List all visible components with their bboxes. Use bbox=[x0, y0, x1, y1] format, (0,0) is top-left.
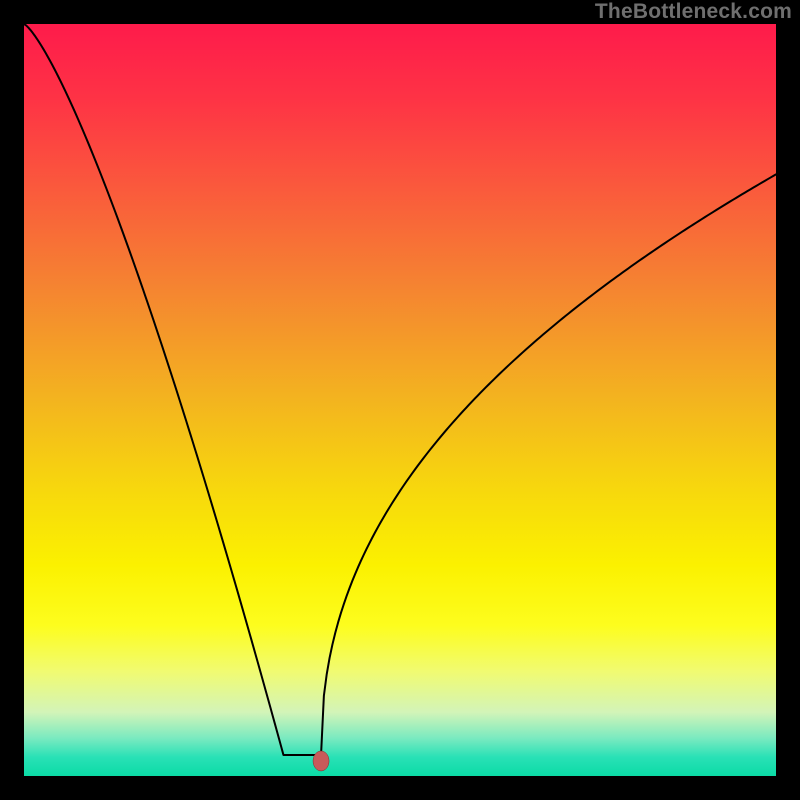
chart-background bbox=[24, 24, 776, 776]
min-marker bbox=[313, 751, 329, 771]
watermark-text: TheBottleneck.com bbox=[595, 0, 792, 24]
